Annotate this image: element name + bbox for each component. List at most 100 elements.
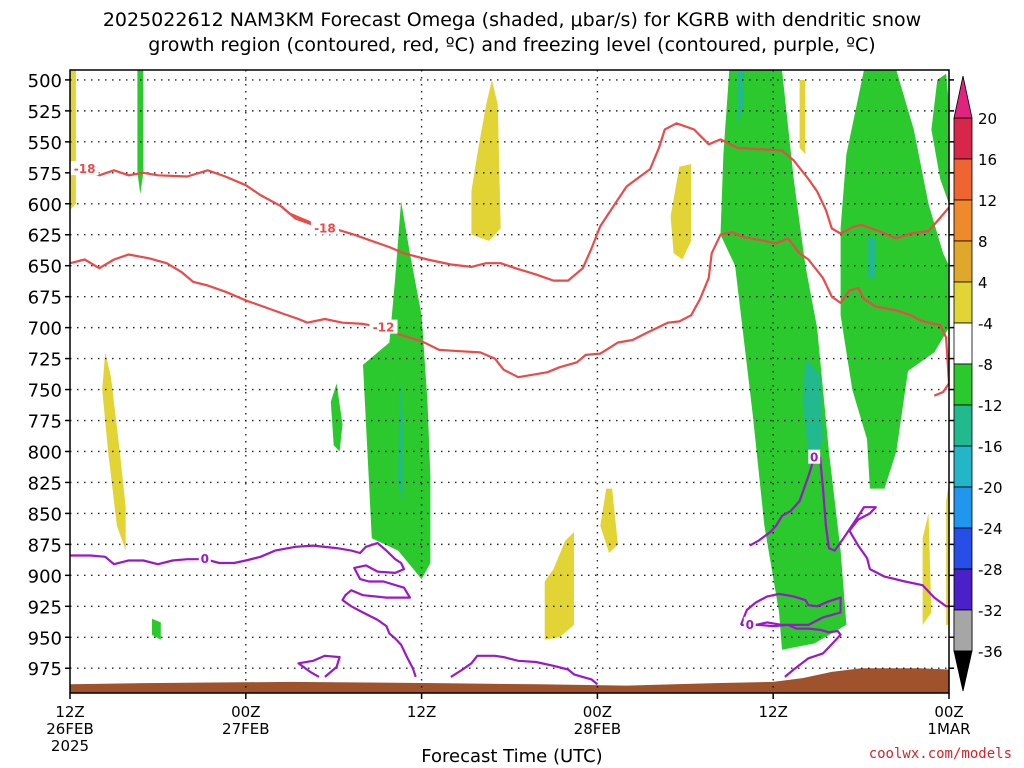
omega-region-0 [137, 70, 144, 194]
y-tick-label-975: 975 [28, 659, 62, 680]
y-tick-label-775: 775 [28, 412, 62, 433]
x-tick-label-36-1: 28FEB [574, 720, 621, 738]
credit-link[interactable]: coolwx.com/models [868, 746, 1012, 762]
dgz-label-0: -18 [74, 162, 96, 176]
contour-labels: -18 -18 -12 0 0 0 [70, 161, 821, 632]
colorbar-label-0: 20 [978, 110, 997, 128]
omega-region-18 [922, 513, 932, 625]
frz-label-bg-5 [808, 449, 821, 464]
colorbar-swatch-3 [953, 240, 973, 283]
frz-label-0: 0 [201, 552, 209, 566]
frz-label-4: 0 [746, 618, 754, 632]
colorbar-swatch-5 [953, 322, 973, 365]
y-tick-label-875: 875 [28, 535, 62, 556]
freezing-level-contours [70, 450, 949, 686]
y-tick-label-550: 550 [28, 133, 62, 154]
omega-region-10 [398, 377, 403, 501]
frz-label-bg-4 [743, 616, 756, 631]
x-tick-label-0-1: 26FEB [46, 720, 93, 738]
frz-label-bg-0 [198, 551, 211, 566]
y-tick-label-725: 725 [28, 350, 62, 371]
omega-region-9 [867, 237, 876, 279]
x-tick-label-36-0: 00Z [583, 703, 612, 721]
y-tick-label-800: 800 [28, 442, 62, 463]
colorbar-label-9: -20 [978, 479, 1003, 497]
colorbar-label-6: -8 [978, 356, 993, 374]
frz-contour-3 [739, 592, 842, 627]
x-tick-label-0-0: 12Z [55, 703, 84, 721]
colorbar: 20 16 12 8 4 -4 -8 -12 -16 -20 -24 -28 -32 -36 [953, 75, 1003, 692]
omega-region-11 [70, 70, 76, 210]
omega-region-13 [102, 352, 126, 551]
colorbar-label-2: 12 [978, 192, 997, 210]
x-axis-label: Forecast Time (UTC) [421, 746, 603, 767]
y-axis: 500 525 550 575 600 625 650 675 700 725 750 775 800 8… [28, 71, 954, 680]
y-tick-label-500: 500 [28, 71, 62, 92]
colorbar-swatch-7 [953, 404, 973, 447]
colorbar-label-11: -28 [978, 561, 1003, 579]
colorbar-label-4: 4 [978, 274, 988, 292]
x-tick-label-0-2: 2025 [51, 737, 89, 755]
frz-label-5: 0 [810, 451, 818, 465]
chart-title-line1: 2025022612 NAM3KM Forecast Omega (shaded… [102, 9, 922, 31]
colorbar-swatch-4 [953, 281, 973, 324]
omega-region-8 [802, 358, 823, 458]
colorbar-label-10: -24 [978, 520, 1003, 538]
colorbar-swatch-0 [953, 117, 973, 160]
omega-region-16 [600, 488, 618, 553]
omega-region-7 [738, 70, 744, 124]
dgz-label-bg-2 [369, 319, 398, 334]
dgz-label-bg-0 [70, 161, 99, 176]
x-tick-label-12-1: 27FEB [222, 720, 269, 738]
chart-title-line2: growth region (contoured, red, ºC) and f… [148, 34, 876, 56]
dgz-label-1: -18 [314, 222, 336, 236]
y-tick-label-525: 525 [28, 102, 62, 123]
omega-region-15 [544, 532, 574, 640]
omega-region-1 [363, 201, 431, 580]
colorbar-swatch-8 [953, 445, 973, 488]
frz-contour-2 [450, 654, 599, 686]
colorbar-label-1: 16 [978, 151, 997, 169]
y-tick-label-650: 650 [28, 257, 62, 278]
colorbar-label-8: -16 [978, 438, 1003, 456]
colorbar-swatch-1 [953, 158, 973, 201]
terrain-fill [70, 668, 949, 693]
omega-region-17 [799, 79, 806, 155]
y-tick-label-625: 625 [28, 226, 62, 247]
y-tick-label-900: 900 [28, 566, 62, 587]
y-tick-label-850: 850 [28, 504, 62, 525]
y-tick-label-700: 700 [28, 319, 62, 340]
omega-region-12 [471, 79, 501, 241]
y-tick-label-600: 600 [28, 195, 62, 216]
colorbar-label-5: -4 [978, 315, 993, 333]
colorbar-bottom-arrow [953, 650, 973, 692]
colorbar-label-13: -36 [978, 643, 1003, 661]
grid-lines [70, 70, 949, 693]
colorbar-label-3: 8 [978, 233, 988, 251]
dgz-label-bg-1 [310, 220, 339, 235]
colorbar-top-arrow [953, 75, 973, 119]
omega-region-2 [330, 383, 343, 452]
colorbar-swatch-10 [953, 527, 973, 570]
y-tick-label-925: 925 [28, 597, 62, 618]
x-tick-label-48-0: 12Z [759, 703, 788, 721]
omega-region-4 [720, 70, 847, 650]
terrain-polygon [70, 668, 949, 693]
x-tick-label-12-0: 00Z [231, 703, 260, 721]
y-tick-label-950: 950 [28, 628, 62, 649]
colorbar-swatch-2 [953, 199, 973, 242]
dgz-label-2: -12 [373, 321, 395, 335]
frz-contour-5 [749, 450, 949, 608]
y-tick-label-750: 750 [28, 381, 62, 402]
omega-region-6 [931, 73, 949, 204]
frz-contour-1 [297, 654, 341, 678]
colorbar-swatch-9 [953, 486, 973, 529]
x-tick-label-60-1: 1MAR [927, 720, 970, 738]
frz-contour-4 [741, 623, 842, 678]
frz-contour-0 [70, 541, 417, 678]
colorbar-swatch-6 [953, 363, 973, 406]
plot-border [69, 69, 950, 694]
colorbar-swatch-11 [953, 568, 973, 611]
